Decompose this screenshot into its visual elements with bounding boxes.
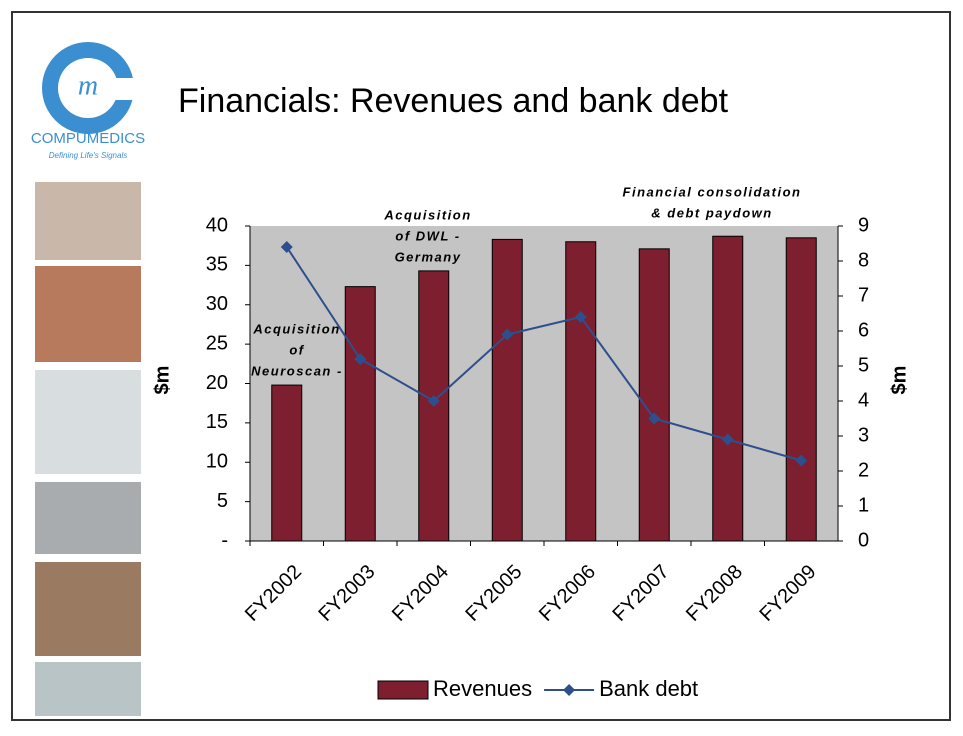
y-tick-label: 40 [206,214,228,236]
y-tick-label: 10 [206,451,228,473]
logo: m [42,42,140,134]
y2-axis-label: $m [888,366,910,395]
logo-cut [100,78,140,100]
marker [795,454,808,467]
logo-mark: m [78,70,98,101]
y2-tick-label: 2 [858,459,869,481]
photo [35,662,141,716]
marker [280,241,293,253]
photo [35,482,141,554]
y-tick-label: 5 [217,490,228,512]
y2-tick-label: 0 [858,529,869,551]
annotation: & debt paydown [651,205,772,220]
bar [565,241,597,542]
tagline: Defining Life's Signals [49,151,127,160]
bar [271,384,303,542]
marker [354,353,367,365]
y2-tick-label: 6 [858,319,869,341]
photo-strip [35,182,141,716]
y-tick-label: 25 [206,332,228,354]
y2-tick-label: 4 [858,389,869,411]
y-axis-label: $m [151,366,173,395]
y-tick-label: 35 [206,254,228,276]
brand: COMPUMEDICS [31,130,145,147]
bar [712,235,744,542]
legend-swatch [563,684,576,696]
y2-tick-label: 8 [858,249,869,271]
annotation: of DWL - [395,228,460,243]
bar [344,286,376,542]
bar [491,238,523,542]
legend-label: Revenues [433,676,532,701]
annotation: Neuroscan - [251,363,343,378]
bar [785,237,817,542]
photo [35,182,141,260]
y-tick-label: 15 [206,411,228,433]
y2-tick-label: 7 [858,284,869,306]
legend-swatch [377,680,429,700]
bar [638,248,670,542]
annotation: Acquisition [252,321,340,336]
chart-title: Financials: Revenues and bank debt [178,82,729,120]
annotation: Financial consolidation [623,184,802,199]
line [285,246,802,462]
y-tick-label: - [221,529,228,551]
y-tick-label: 30 [206,293,228,315]
photo [35,266,141,362]
y-tick-label: 20 [206,372,228,394]
marker [501,328,514,341]
plot-area [250,226,838,541]
annotation: of [289,342,304,357]
logo-hole [58,58,118,118]
annotation: Germany [395,249,462,264]
y2-tick-label: 1 [858,494,869,516]
y2-tick-label: 5 [858,354,869,376]
marker [721,433,734,446]
marker [427,395,440,407]
photo [35,370,141,474]
marker [574,311,587,323]
annotation: Acquisition [383,207,471,222]
legend-label: Bank debt [599,676,698,701]
marker [648,412,661,425]
y2-tick-label: 3 [858,424,869,446]
y2-tick-label: 9 [858,214,869,236]
photo [35,562,141,656]
